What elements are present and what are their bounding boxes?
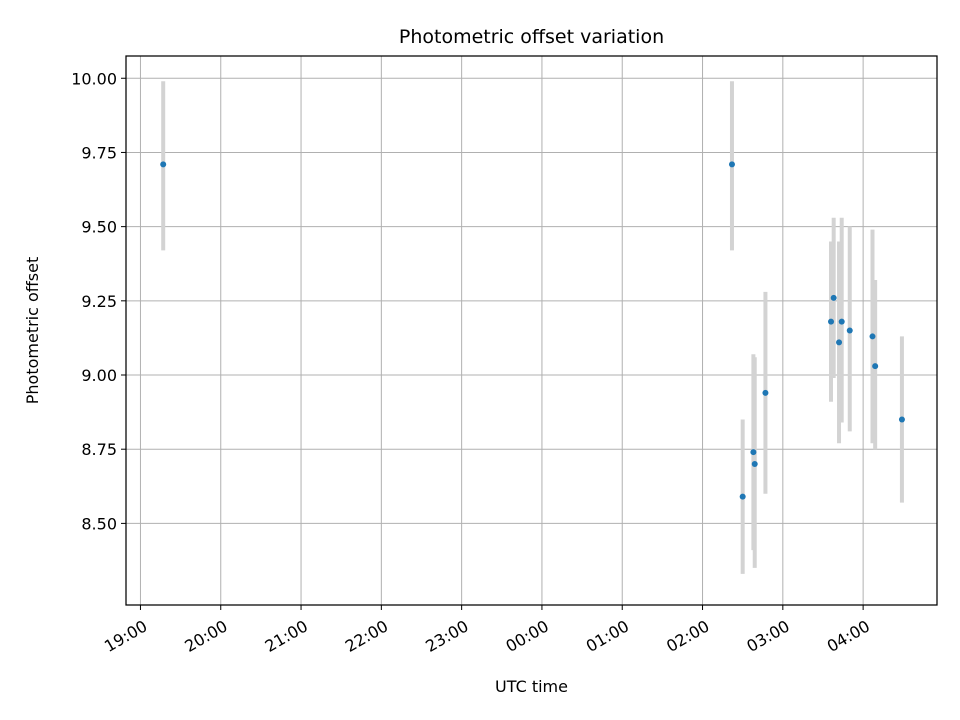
- chart-title: Photometric offset variation: [399, 26, 664, 48]
- data-point: [160, 161, 167, 168]
- plot-frame: [125, 55, 938, 606]
- data-point: [836, 339, 843, 346]
- grid-lines: [126, 56, 937, 605]
- plot-area: [126, 56, 937, 605]
- y-tick-label: 9.50: [81, 218, 117, 237]
- data-point: [869, 333, 876, 340]
- y-tick-label: 10.00: [71, 69, 117, 88]
- y-axis-title: Photometric offset: [23, 257, 42, 405]
- y-tick-label: 9.00: [81, 366, 117, 385]
- y-tick-label: 9.25: [81, 292, 117, 311]
- data-point: [739, 493, 746, 500]
- data-point: [846, 327, 853, 334]
- data-point: [838, 318, 845, 325]
- y-tick-label: 8.75: [81, 440, 117, 459]
- data-point: [751, 461, 758, 468]
- y-tick-label: 8.50: [81, 514, 117, 533]
- data-point: [728, 161, 735, 168]
- y-tick-label: 9.75: [81, 143, 117, 162]
- y-axis-ticks: 8.50 8.75 9.00 9.25 9.50 9.75 10.00: [71, 69, 126, 533]
- data-point: [762, 389, 769, 396]
- data-point: [898, 416, 905, 423]
- data-point: [872, 363, 879, 370]
- x-axis-title: UTC time: [495, 677, 568, 696]
- data-point: [750, 449, 757, 456]
- data-point: [830, 294, 837, 301]
- data-point: [828, 318, 835, 325]
- data-points: [160, 161, 905, 500]
